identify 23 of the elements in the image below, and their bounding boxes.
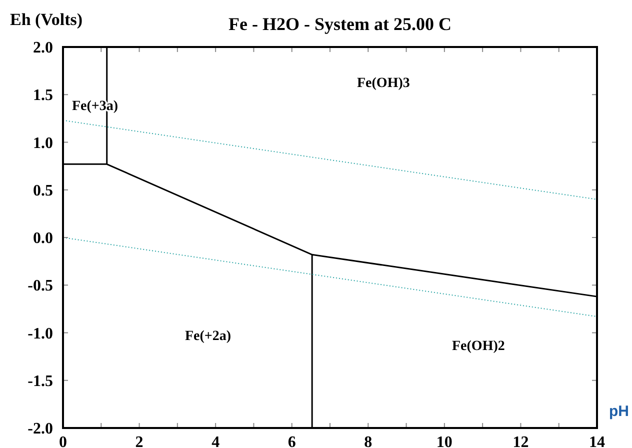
x-tick-label: 12 [512, 434, 529, 448]
x-tick-label: 0 [59, 434, 67, 448]
x-tick-label: 14 [589, 434, 605, 448]
annotation: Fe(OH)3 [357, 76, 410, 91]
annotation: Fe(+2a) [185, 329, 232, 344]
x-tick-label: 2 [135, 434, 144, 448]
y-tick-label: -1.0 [28, 325, 53, 342]
x-axis-title: pH [609, 403, 629, 420]
y-tick-label: 0.0 [33, 230, 53, 248]
x-tick-label: 4 [212, 434, 220, 448]
annotation: Fe(OH)2 [452, 339, 505, 354]
x-tick-label: 10 [436, 434, 452, 448]
y-tick-label: 0.5 [33, 182, 53, 200]
y-tick-label: 1.0 [33, 134, 53, 152]
x-tick-label: 8 [364, 434, 372, 448]
y-tick-label: 2.0 [33, 40, 53, 57]
y-tick-label: -2.0 [28, 420, 53, 438]
x-tick-label: 6 [288, 434, 296, 448]
y-tick-label: -1.5 [28, 372, 53, 390]
chart-title: Fe - H2O - System at 25.00 C [228, 14, 452, 34]
y-tick-label: 1.5 [33, 87, 53, 104]
y-tick-label: -0.5 [28, 278, 53, 295]
y-axis-title: Eh (Volts) [10, 10, 83, 29]
